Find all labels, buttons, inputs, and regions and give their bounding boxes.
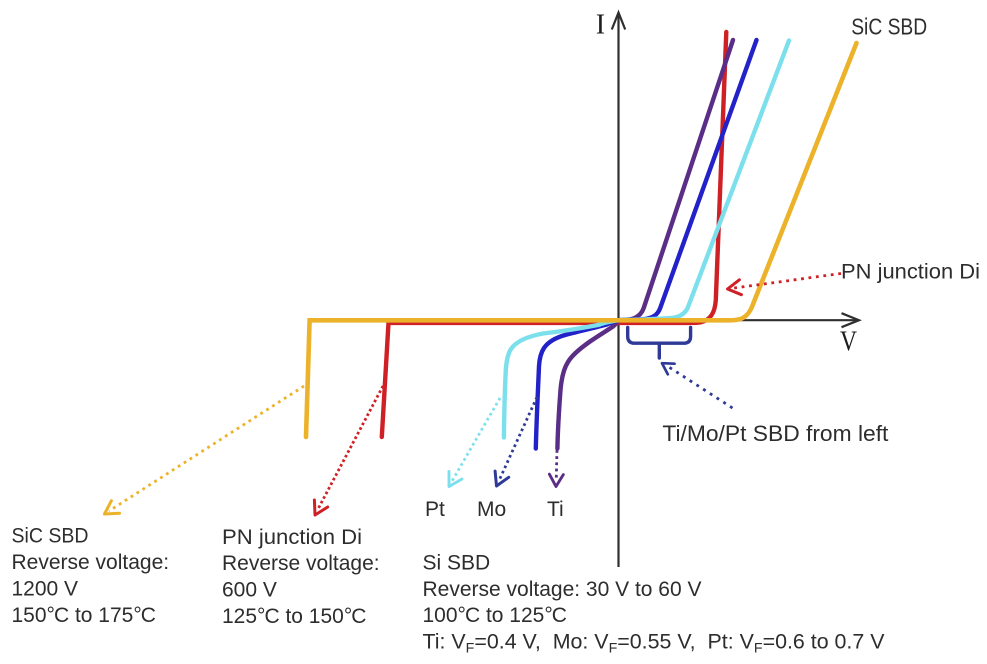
svg-text:150°C to 175°C: 150°C to 175°C [12, 604, 156, 628]
svg-text:1200 V: 1200 V [12, 578, 79, 601]
svg-text:V: V [840, 327, 857, 358]
svg-text:600 V: 600 V [222, 579, 277, 602]
svg-text:Mo: Mo [477, 498, 506, 521]
svg-text:Reverse voltage:: Reverse voltage: [222, 552, 380, 575]
svg-text:Pt: Pt [425, 498, 445, 521]
svg-text:Ti: VF=0.4 V, Mo: VF=0.55 V,: Ti: VF=0.4 V, Mo: V F=0.55 V, Pt: V F=0.6 … [423, 631, 885, 656]
svg-text:125°C to 150°C: 125°C to 150°C [222, 605, 366, 629]
svg-text:Ti/Mo/Pt SBD from left: Ti/Mo/Pt SBD from left [662, 421, 888, 446]
svg-text:I: I [596, 10, 605, 41]
svg-text:SiC SBD: SiC SBD [12, 525, 89, 548]
svg-text:PN junction Di: PN junction Di [222, 526, 362, 549]
svg-text:PN junction Di: PN junction Di [841, 261, 980, 284]
svg-text:Si SBD: Si SBD [423, 552, 491, 575]
svg-text:Ti: Ti [547, 498, 564, 521]
svg-text:100°C to 125°C: 100°C to 125°C [423, 604, 567, 628]
svg-text:Reverse voltage: 30 V to 60 V: Reverse voltage: 30 V to 60 V [423, 578, 702, 601]
svg-text:SiC SBD: SiC SBD [851, 14, 927, 40]
svg-text:Reverse voltage:: Reverse voltage: [12, 551, 170, 574]
